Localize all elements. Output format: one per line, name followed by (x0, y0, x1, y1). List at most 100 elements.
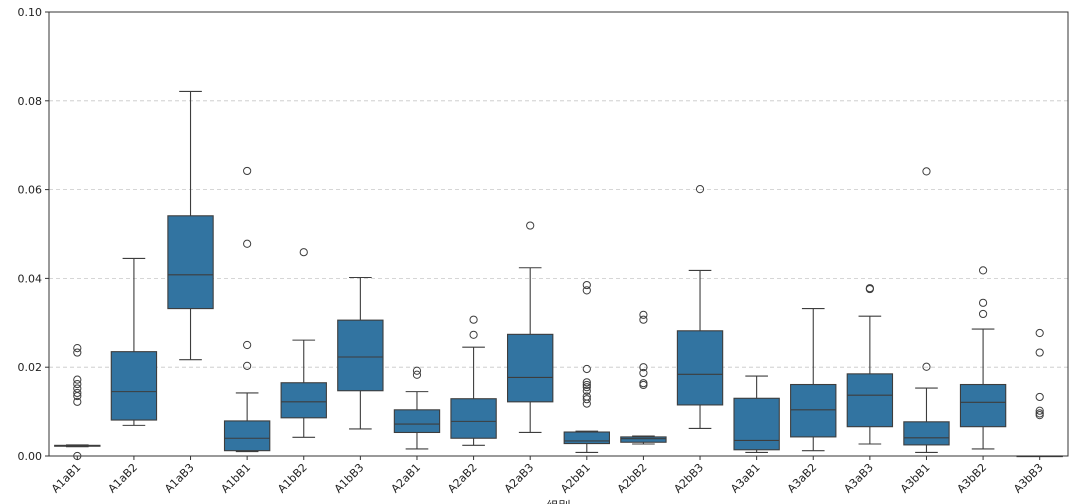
box-iqr (959, 383, 1007, 428)
x-tick-label: A2aB2 (445, 461, 480, 496)
outlier-point (526, 221, 535, 230)
x-tick-label: A3bB3 (1011, 461, 1046, 496)
y-axis: 0.00 0.02 0.04 0.06 0.08 0.10 (18, 6, 49, 463)
box-iqr (620, 436, 667, 443)
outlier-point (1035, 348, 1044, 357)
box-A3bB1 (903, 167, 950, 453)
x-axis: A1aB1 A1aB2 A1aB3 A1bB1 A1bB2 A1bB3 A2aB1 A2aB2… (49, 456, 1046, 496)
outlier-point (865, 284, 874, 294)
outlier-point (73, 397, 82, 406)
outlier-point (922, 362, 931, 371)
outlier-point (639, 380, 648, 390)
box-iqr (167, 215, 214, 310)
outlier-point (639, 368, 648, 378)
box-iqr (223, 420, 271, 452)
box-A1aB2 (110, 257, 158, 426)
x-tick-label: A1aB1 (49, 461, 84, 496)
outlier-point (299, 248, 308, 257)
outlier-point (73, 379, 82, 389)
outlier-point (639, 315, 648, 324)
outlier-point (695, 185, 705, 194)
y-tick-label: 0.06 (18, 184, 43, 197)
x-tick-label: A3bB1 (898, 461, 933, 496)
x-tick-label: A2bB2 (615, 461, 650, 496)
x-tick-label: A1bB1 (219, 461, 254, 496)
y-tick-label: 0.08 (18, 95, 43, 108)
x-tick-label: A2bB1 (558, 461, 593, 496)
outlier-point (978, 309, 988, 319)
box-iqr (563, 431, 611, 445)
box-iqr (733, 397, 780, 451)
box-A2aB2 (450, 315, 497, 446)
x-tick-label: A1bB2 (275, 461, 310, 496)
box-iqr (450, 398, 497, 439)
box-A2bB2 (620, 310, 667, 445)
outlier-point (243, 340, 252, 350)
outlier-point (73, 391, 82, 401)
outlier-point (1035, 411, 1044, 420)
outlier-point (469, 315, 478, 324)
box-iqr (337, 319, 384, 392)
x-tick-label: A3aB2 (785, 461, 820, 496)
outlier-point (1035, 392, 1044, 402)
box-iqr (280, 382, 327, 419)
box-iqr (846, 373, 894, 428)
box-A3aB2 (790, 308, 837, 452)
box-iqr (110, 351, 158, 421)
x-tick-label: A2aB1 (389, 461, 424, 496)
outlier-point (582, 378, 591, 387)
outlier-point (582, 383, 591, 392)
outlier-point (639, 379, 648, 388)
box-A1bB1 (223, 166, 271, 453)
outlier-point (73, 348, 82, 357)
box-series (54, 90, 1063, 461)
outlier-point (73, 388, 82, 398)
outlier-point (582, 286, 591, 295)
outlier-point (922, 167, 931, 176)
x-tick-label: A2bB3 (671, 461, 706, 496)
outlier-point (243, 361, 252, 370)
box-iqr (790, 383, 837, 438)
box-iqr (676, 330, 724, 406)
plot-frame (48, 11, 1069, 457)
outlier-point (582, 399, 591, 408)
x-tick-label: A3aB1 (728, 461, 763, 496)
outlier-point (582, 280, 591, 290)
box-A3aB1 (733, 375, 780, 453)
box-A1aB3 (167, 90, 214, 361)
x-tick-label: A1bB3 (332, 461, 367, 496)
box-iqr (393, 409, 441, 434)
outlier-point (639, 310, 648, 319)
outlier-point (582, 380, 591, 390)
x-tick-label: A1aB2 (106, 461, 141, 496)
y-tick-label: 0.02 (18, 361, 43, 374)
box-A3bB2 (959, 266, 1007, 450)
box-A2bB3 (676, 185, 724, 430)
box-A2bB1 (563, 280, 611, 453)
grid-lines (49, 100, 1068, 368)
outlier-point (243, 166, 252, 176)
box-A1bB3 (337, 276, 384, 430)
box-A2aB1 (393, 366, 441, 450)
x-tick-label: A3bB2 (955, 461, 990, 496)
outlier-point (978, 298, 988, 307)
outlier-point (639, 363, 648, 372)
box-iqr (903, 421, 950, 446)
outlier-point (582, 364, 591, 374)
outlier-point (412, 366, 422, 375)
box-A1bB2 (280, 248, 327, 438)
box-A1aB1 (54, 344, 101, 461)
outlier-point (469, 330, 478, 339)
outlier-point (73, 375, 82, 384)
outlier-point (978, 266, 988, 275)
outlier-point (73, 344, 82, 353)
outlier-point (582, 395, 591, 404)
box-A3aB3 (846, 284, 894, 445)
x-tick-label: A2aB3 (502, 461, 537, 496)
x-axis-title: 组别 (546, 499, 570, 504)
y-tick-label: 0.10 (18, 6, 43, 19)
box-iqr (506, 333, 554, 403)
x-tick-label: A3aB3 (841, 461, 876, 496)
y-tick-label: 0.04 (18, 272, 43, 285)
